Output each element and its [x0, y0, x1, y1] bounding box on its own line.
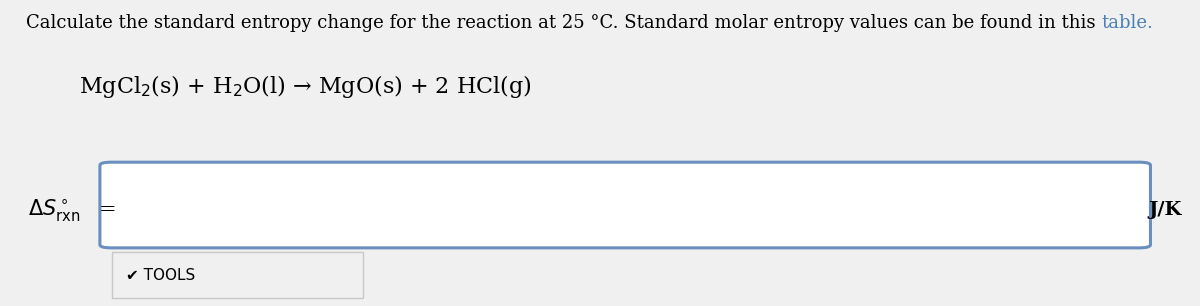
- Text: =: =: [98, 200, 116, 219]
- Text: table.: table.: [1102, 14, 1153, 32]
- Text: J/K: J/K: [1148, 201, 1182, 218]
- Text: ✔ TOOLS: ✔ TOOLS: [126, 268, 194, 283]
- Text: MgCl$_2$(s) + H$_2$O(l) → MgO(s) + 2 HCl(g): MgCl$_2$(s) + H$_2$O(l) → MgO(s) + 2 HCl…: [79, 73, 532, 100]
- Text: $\Delta S^\circ_{\mathrm{rxn}}$: $\Delta S^\circ_{\mathrm{rxn}}$: [29, 197, 80, 222]
- Text: Calculate the standard entropy change for the reaction at 25 °C. Standard molar : Calculate the standard entropy change fo…: [26, 14, 1102, 32]
- FancyBboxPatch shape: [100, 162, 1151, 248]
- FancyBboxPatch shape: [112, 252, 364, 298]
